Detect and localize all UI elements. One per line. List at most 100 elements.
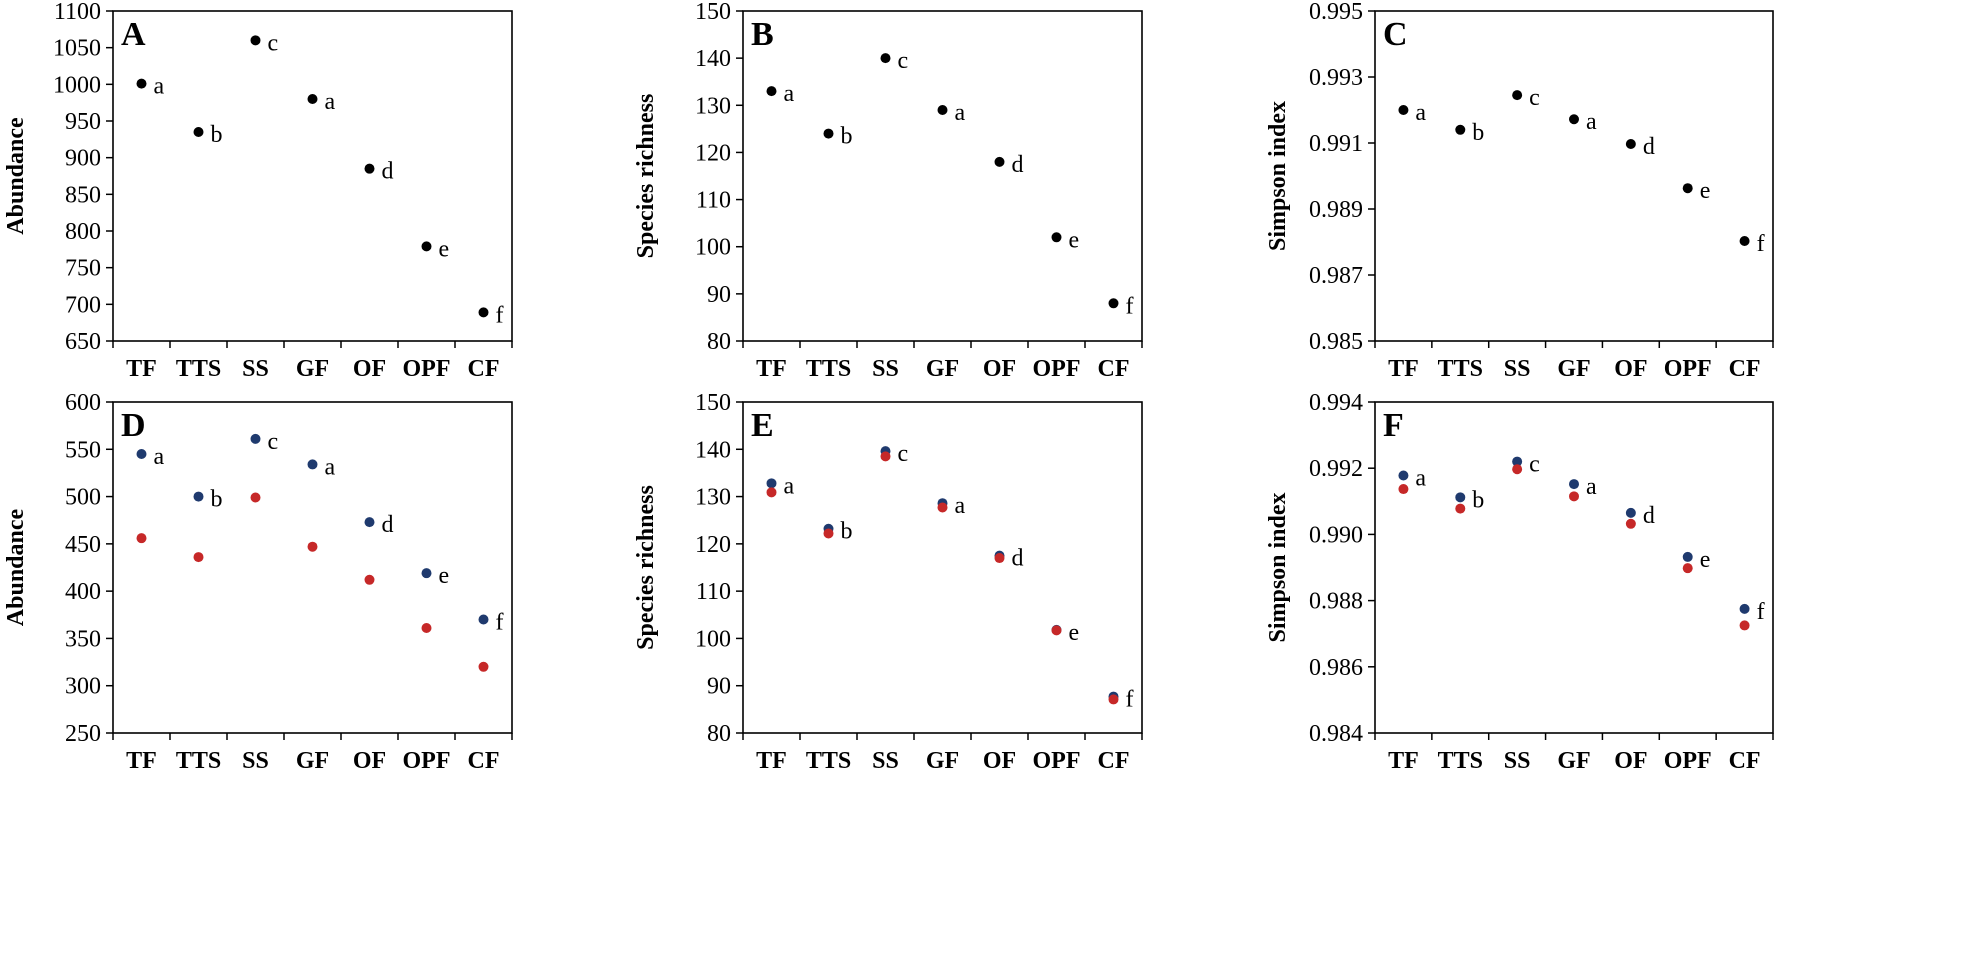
- data-point: [421, 241, 432, 252]
- data-point: [1398, 105, 1409, 115]
- significance-letter: c: [898, 441, 909, 467]
- significance-letter: f: [1126, 687, 1134, 713]
- x-category-label: SS: [242, 748, 269, 774]
- data-point: [1455, 124, 1466, 135]
- y-tick-label: 80: [707, 721, 731, 747]
- significance-letter: c: [268, 30, 279, 56]
- significance-letter: b: [841, 124, 853, 150]
- data-point: [937, 105, 948, 115]
- data-point: [421, 623, 432, 634]
- data-point: [136, 533, 147, 544]
- significance-letter: f: [496, 302, 504, 328]
- panel-d: 250 300 350 400 450 500 550 600 TF TTS SS GF OF OPF CF…: [3, 390, 513, 774]
- y-tick-label: 300: [65, 674, 101, 700]
- x-category-label: GF: [296, 748, 329, 774]
- x-category-label: GF: [926, 356, 959, 382]
- y-tick-label: 0.988: [1309, 589, 1363, 615]
- y-tick-label: 450: [65, 532, 101, 558]
- y-tick-label: 250: [65, 721, 101, 747]
- y-tick-label: 130: [695, 485, 731, 511]
- data-point: [307, 459, 318, 470]
- y-tick-label: 120: [695, 140, 731, 166]
- x-category-label: CF: [468, 748, 500, 774]
- significance-letter: e: [439, 236, 450, 262]
- significance-letter: a: [955, 493, 966, 519]
- significance-letter: f: [1757, 231, 1765, 257]
- panel-a: 650 700 750 800 850 900 950 1000 1050 1100 TF TTS SS…: [3, 0, 513, 382]
- significance-letter: b: [1472, 120, 1484, 146]
- y-axis-title: Simpson index: [1265, 101, 1291, 251]
- y-tick-label: 0.991: [1309, 131, 1363, 157]
- significance-letter: e: [1700, 178, 1711, 204]
- x-category-label: SS: [1504, 748, 1531, 774]
- y-tick-label: 110: [696, 188, 731, 214]
- significance-letter: f: [496, 610, 504, 636]
- significance-letter: a: [325, 454, 336, 480]
- significance-letter: d: [1012, 546, 1024, 572]
- y-tick-label: 140: [695, 46, 731, 72]
- x-category-label: TTS: [1438, 748, 1483, 774]
- data-point: [307, 541, 318, 552]
- significance-letter: f: [1757, 599, 1765, 625]
- y-tick-label: 1000: [53, 72, 101, 98]
- significance-letter: b: [1472, 487, 1484, 513]
- y-tick-label: 950: [65, 109, 101, 135]
- significance-letter: a: [955, 100, 966, 126]
- data-point: [364, 574, 375, 585]
- data-point: [1398, 484, 1409, 495]
- data-point: [1682, 563, 1693, 574]
- x-category-label: TF: [756, 748, 787, 774]
- x-category-label: GF: [1557, 748, 1590, 774]
- significance-letter: a: [1586, 474, 1597, 500]
- y-tick-label: 130: [695, 93, 731, 119]
- data-point: [766, 487, 777, 498]
- panel-letter: C: [1383, 16, 1408, 53]
- plot-frame: [1374, 401, 1774, 734]
- significance-letter: b: [211, 487, 223, 513]
- plot-frame: [742, 10, 1143, 342]
- data-point: [1625, 138, 1636, 149]
- data-point: [823, 128, 834, 139]
- x-category-label: TF: [1388, 748, 1419, 774]
- x-category-label: SS: [1504, 356, 1531, 382]
- significance-letter: d: [382, 159, 394, 185]
- y-axis-title: Abundance: [3, 117, 29, 235]
- significance-letter: c: [268, 429, 279, 455]
- data-point: [1739, 236, 1750, 247]
- panel-letter: B: [751, 16, 774, 53]
- y-tick-label: 800: [65, 219, 101, 245]
- data-point: [478, 614, 489, 625]
- data-point: [994, 553, 1005, 564]
- x-category-label: CF: [1729, 748, 1761, 774]
- plot-frame: [112, 401, 513, 734]
- data-point: [364, 163, 375, 174]
- data-point: [364, 517, 375, 528]
- x-category-label: OF: [353, 356, 386, 382]
- y-tick-label: 500: [65, 485, 101, 511]
- y-tick-label: 90: [707, 674, 731, 700]
- y-tick-label: 150: [695, 0, 731, 25]
- x-category-label: OF: [983, 356, 1016, 382]
- data-point: [1625, 507, 1636, 518]
- data-point: [994, 156, 1005, 167]
- significance-letter: e: [439, 563, 450, 589]
- y-tick-label: 550: [65, 437, 101, 463]
- significance-letter: d: [1012, 152, 1024, 178]
- data-point: [421, 568, 432, 579]
- x-category-label: OF: [983, 748, 1016, 774]
- significance-letter: e: [1069, 227, 1080, 253]
- y-tick-label: 850: [65, 182, 101, 208]
- data-point: [823, 528, 834, 539]
- x-category-label: OPF: [1664, 356, 1712, 382]
- data-point: [250, 433, 261, 444]
- y-axis-title: Species richness: [633, 485, 659, 650]
- y-tick-label: 0.984: [1309, 721, 1363, 747]
- x-category-label: TF: [126, 748, 157, 774]
- y-tick-label: 1050: [53, 36, 101, 62]
- y-tick-label: 120: [695, 532, 731, 558]
- data-point: [193, 127, 204, 137]
- significance-letter: a: [325, 89, 336, 115]
- data-point: [1512, 464, 1523, 475]
- y-tick-label: 150: [695, 390, 731, 416]
